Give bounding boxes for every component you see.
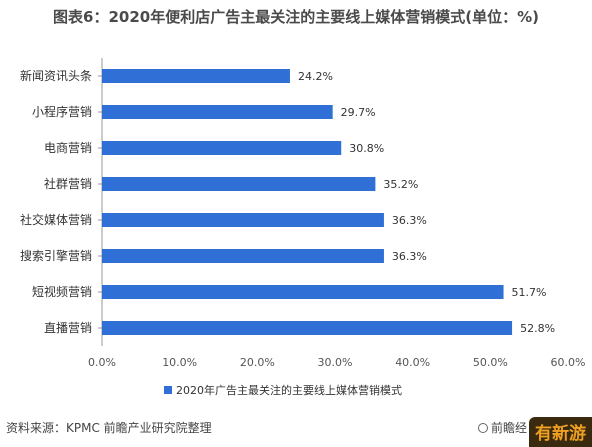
x-tick-label: 40.0% bbox=[395, 356, 430, 369]
category-label: 电商营销 bbox=[44, 140, 92, 155]
x-tick-label: 30.0% bbox=[318, 356, 353, 369]
corner-badge: 有新游 bbox=[529, 417, 592, 447]
brand-logo-icon bbox=[478, 423, 488, 433]
bar bbox=[102, 141, 342, 155]
category-label: 新闻资讯头条 bbox=[20, 68, 92, 83]
bar bbox=[102, 69, 290, 83]
data-label: 30.8% bbox=[349, 142, 384, 155]
x-tick-label: 10.0% bbox=[162, 356, 197, 369]
legend-label: 2020年广告主最关注的主要线上媒体营销模式 bbox=[176, 383, 402, 397]
brand-watermark: 前瞻经 bbox=[478, 419, 527, 436]
legend-swatch bbox=[164, 386, 172, 394]
data-label: 51.7% bbox=[512, 286, 547, 299]
category-label: 社群营销 bbox=[44, 176, 92, 191]
bar bbox=[102, 105, 333, 119]
bar bbox=[102, 249, 384, 263]
category-label: 短视频营销 bbox=[32, 284, 92, 299]
category-label: 社交媒体营销 bbox=[20, 212, 92, 227]
bar bbox=[102, 321, 513, 335]
category-label: 小程序营销 bbox=[32, 104, 92, 119]
x-tick-label: 60.0% bbox=[551, 356, 586, 369]
x-tick-label: 0.0% bbox=[88, 356, 116, 369]
data-label: 29.7% bbox=[341, 106, 376, 119]
bar bbox=[102, 177, 376, 191]
data-label: 35.2% bbox=[383, 178, 418, 191]
bar bbox=[102, 285, 504, 299]
category-label: 直播营销 bbox=[44, 321, 92, 335]
x-tick-label: 50.0% bbox=[473, 356, 508, 369]
category-label: 搜索引擎营销 bbox=[20, 248, 92, 263]
source-note: 资料来源：KPMC 前瞻产业研究院整理 bbox=[6, 421, 212, 435]
brand-text: 前瞻经 bbox=[491, 421, 528, 435]
data-label: 52.8% bbox=[520, 322, 555, 335]
data-label: 36.3% bbox=[392, 214, 427, 227]
data-label: 24.2% bbox=[298, 70, 333, 83]
chart-title: 图表6：2020年便利店广告主最关注的主要线上媒体营销模式(单位：%) bbox=[53, 8, 539, 26]
data-label: 36.3% bbox=[392, 250, 427, 263]
bar bbox=[102, 213, 384, 227]
x-tick-label: 20.0% bbox=[240, 356, 275, 369]
